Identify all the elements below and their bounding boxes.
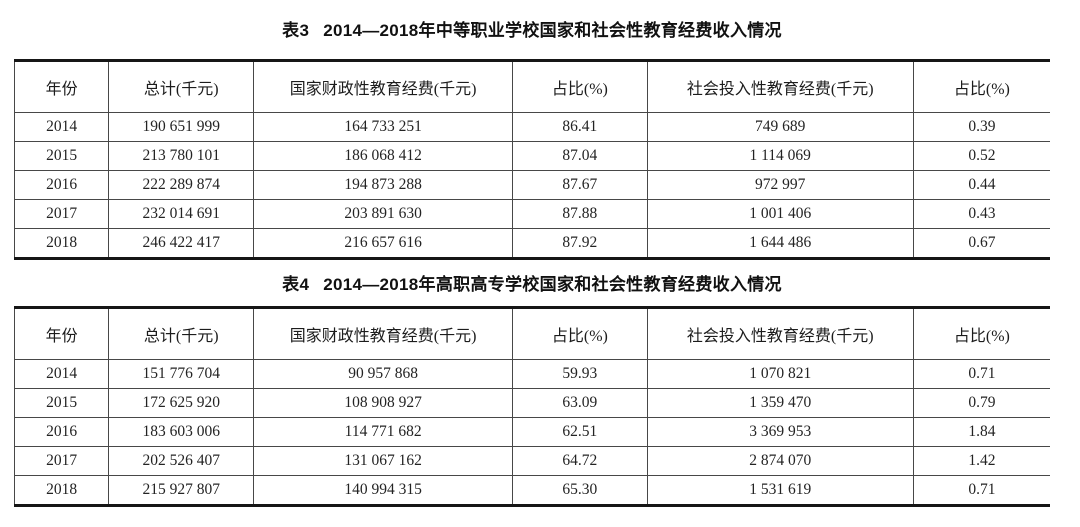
value-cell: 183 603 006: [108, 417, 254, 447]
table-3-number: 表3: [282, 21, 310, 40]
value-cell: 1 001 406: [646, 199, 914, 229]
value-cell: 131 067 162: [253, 446, 513, 476]
value-cell: 2 874 070: [646, 446, 914, 476]
value-cell: 0.44: [912, 170, 1050, 200]
column-header: 国家财政性教育经费(千元): [253, 307, 513, 360]
table-row: 2015 172 625 920 108 908 927 63.09 1 359 470…: [13, 388, 1050, 418]
column-header: 总计(千元): [108, 307, 254, 360]
year-cell: 2015: [13, 141, 109, 171]
header-row: 年份 总计(千元) 国家财政性教育经费(千元) 占比(%) 社会投入性教育经费(千元) 占…: [13, 60, 1050, 113]
value-cell: 232 014 691: [108, 199, 254, 229]
table-row: 2017 232 014 691 203 891 630 87.88 1 001 406…: [13, 199, 1050, 229]
column-header: 占比(%): [912, 60, 1050, 113]
table-4: 年份 总计(千元) 国家财政性教育经费(千元) 占比(%) 社会投入性教育经费(千元) 占…: [13, 306, 1050, 507]
value-cell: 90 957 868: [253, 359, 513, 389]
year-cell: 2018: [13, 228, 109, 259]
table-3-body: 2014 190 651 999 164 733 251 86.41 749 689 0.…: [13, 112, 1050, 259]
column-header: 年份: [13, 60, 109, 113]
year-cell: 2016: [13, 170, 109, 200]
value-cell: 151 776 704: [108, 359, 254, 389]
value-cell: 172 625 920: [108, 388, 254, 418]
value-cell: 59.93: [512, 359, 648, 389]
value-cell: 1 070 821: [646, 359, 914, 389]
table-4-title-text: 2014—2018年高职高专学校国家和社会性教育经费收入情况: [323, 275, 782, 294]
value-cell: 87.04: [512, 141, 648, 171]
value-cell: 1 359 470: [646, 388, 914, 418]
column-header: 国家财政性教育经费(千元): [253, 60, 513, 113]
value-cell: 0.52: [912, 141, 1050, 171]
table-4-head: 年份 总计(千元) 国家财政性教育经费(千元) 占比(%) 社会投入性教育经费(千元) 占…: [13, 307, 1050, 360]
column-header: 占比(%): [912, 307, 1050, 360]
table-3-block: 表3 2014—2018年中等职业学校国家和社会性教育经费收入情况 年份 总计(千元…: [13, 20, 1050, 260]
column-header: 占比(%): [512, 307, 648, 360]
column-header: 占比(%): [512, 60, 648, 113]
value-cell: 0.39: [912, 112, 1050, 142]
column-header: 年份: [13, 307, 109, 360]
table-row: 2016 222 289 874 194 873 288 87.67 972 997 0.…: [13, 170, 1050, 200]
value-cell: 194 873 288: [253, 170, 513, 200]
table-3-title-text: 2014—2018年中等职业学校国家和社会性教育经费收入情况: [323, 21, 782, 40]
value-cell: 0.43: [912, 199, 1050, 229]
value-cell: 87.88: [512, 199, 648, 229]
table-row: 2014 190 651 999 164 733 251 86.41 749 689 0.…: [13, 112, 1050, 142]
year-cell: 2015: [13, 388, 109, 418]
value-cell: 87.92: [512, 228, 648, 259]
value-cell: 1.42: [912, 446, 1050, 476]
value-cell: 1.84: [912, 417, 1050, 447]
value-cell: 0.79: [912, 388, 1050, 418]
table-4-body: 2014 151 776 704 90 957 868 59.93 1 070 821 0…: [13, 359, 1050, 506]
year-cell: 2017: [13, 446, 109, 476]
column-header: 社会投入性教育经费(千元): [646, 60, 914, 113]
year-cell: 2018: [13, 475, 109, 506]
value-cell: 87.67: [512, 170, 648, 200]
value-cell: 3 369 953: [646, 417, 914, 447]
year-cell: 2016: [13, 417, 109, 447]
value-cell: 972 997: [646, 170, 914, 200]
table-row: 2016 183 603 006 114 771 682 62.51 3 369 953…: [13, 417, 1050, 447]
value-cell: 1 644 486: [646, 228, 914, 259]
value-cell: 86.41: [512, 112, 648, 142]
value-cell: 749 689: [646, 112, 914, 142]
value-cell: 203 891 630: [253, 199, 513, 229]
table-3-caption: 表3 2014—2018年中等职业学校国家和社会性教育经费收入情况: [14, 20, 1050, 42]
header-row: 年份 总计(千元) 国家财政性教育经费(千元) 占比(%) 社会投入性教育经费(千元) 占…: [13, 307, 1050, 360]
value-cell: 202 526 407: [108, 446, 254, 476]
value-cell: 63.09: [512, 388, 648, 418]
table-row: 2017 202 526 407 131 067 162 64.72 2 874 070…: [13, 446, 1050, 476]
value-cell: 0.71: [912, 359, 1050, 389]
value-cell: 0.67: [912, 228, 1050, 259]
column-header: 总计(千元): [108, 60, 254, 113]
value-cell: 213 780 101: [108, 141, 254, 171]
value-cell: 186 068 412: [253, 141, 513, 171]
value-cell: 1 114 069: [646, 141, 914, 171]
table-row: 2014 151 776 704 90 957 868 59.93 1 070 821 0…: [13, 359, 1050, 389]
value-cell: 114 771 682: [253, 417, 513, 447]
value-cell: 64.72: [512, 446, 648, 476]
table-4-block: 表4 2014—2018年高职高专学校国家和社会性教育经费收入情况 年份 总计(千元…: [13, 274, 1050, 507]
table-4-caption: 表4 2014—2018年高职高专学校国家和社会性教育经费收入情况: [14, 274, 1050, 296]
value-cell: 1 531 619: [646, 475, 914, 506]
table-row: 2018 215 927 807 140 994 315 65.30 1 531 619…: [13, 475, 1050, 506]
column-header: 社会投入性教育经费(千元): [646, 307, 914, 360]
year-cell: 2014: [13, 112, 109, 142]
value-cell: 108 908 927: [253, 388, 513, 418]
value-cell: 140 994 315: [253, 475, 513, 506]
table-3-head: 年份 总计(千元) 国家财政性教育经费(千元) 占比(%) 社会投入性教育经费(千元) 占…: [13, 60, 1050, 113]
value-cell: 0.71: [912, 475, 1050, 506]
table-row: 2018 246 422 417 216 657 616 87.92 1 644 486…: [13, 228, 1050, 259]
year-cell: 2017: [13, 199, 109, 229]
table-row: 2015 213 780 101 186 068 412 87.04 1 114 069…: [13, 141, 1050, 171]
year-cell: 2014: [13, 359, 109, 389]
value-cell: 164 733 251: [253, 112, 513, 142]
table-3: 年份 总计(千元) 国家财政性教育经费(千元) 占比(%) 社会投入性教育经费(千元) 占…: [13, 59, 1050, 260]
value-cell: 190 651 999: [108, 112, 254, 142]
value-cell: 222 289 874: [108, 170, 254, 200]
value-cell: 215 927 807: [108, 475, 254, 506]
table-4-number: 表4: [282, 275, 310, 294]
value-cell: 216 657 616: [253, 228, 513, 259]
value-cell: 62.51: [512, 417, 648, 447]
value-cell: 246 422 417: [108, 228, 254, 259]
value-cell: 65.30: [512, 475, 648, 506]
